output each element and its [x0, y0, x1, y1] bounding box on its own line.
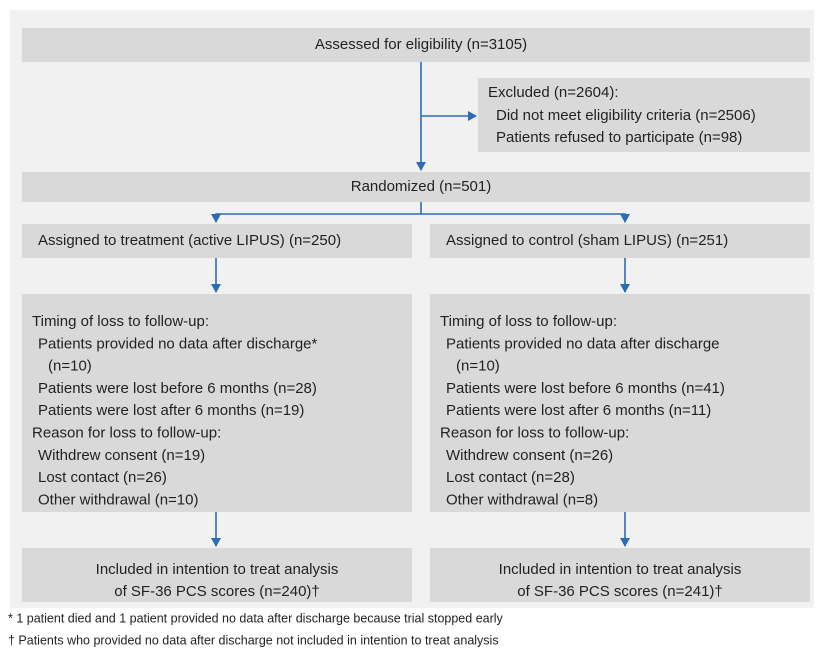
reason-title: Reason for loss to follow-up: — [440, 424, 629, 441]
timing-item: Patients were lost after 6 months (n=19) — [38, 402, 304, 419]
timing-title: Timing of loss to follow-up: — [440, 313, 617, 330]
footnote: * 1 patient died and 1 patient provided … — [8, 611, 504, 625]
included-box — [430, 548, 810, 602]
timing-item: (n=10) — [48, 358, 92, 375]
reason-item: Other withdrawal (n=8) — [446, 491, 598, 508]
reason-title: Reason for loss to follow-up: — [32, 424, 221, 441]
included-label: Included in intention to treat analysis — [96, 561, 339, 578]
assigned-label: Assigned to control (sham LIPUS) (n=251) — [446, 232, 728, 249]
footnote: † Patients who provided no data after di… — [8, 633, 499, 647]
included-label: Included in intention to treat analysis — [499, 561, 742, 578]
arrow — [421, 213, 630, 223]
timing-item: (n=10) — [456, 358, 500, 375]
timing-item: Patients were lost before 6 months (n=28… — [38, 380, 317, 397]
timing-title: Timing of loss to follow-up: — [32, 313, 209, 330]
assessed-label: Assessed for eligibility (n=3105) — [315, 36, 527, 53]
included-label: of SF-36 PCS scores (n=241)† — [517, 583, 723, 600]
excluded-title: Excluded (n=2604): — [488, 84, 619, 101]
reason-item: Lost contact (n=28) — [446, 469, 575, 486]
assigned-label: Assigned to treatment (active LIPUS) (n=… — [38, 232, 341, 249]
reason-item: Other withdrawal (n=10) — [38, 491, 199, 508]
timing-item: Patients provided no data after discharg… — [446, 335, 720, 352]
included-label: of SF-36 PCS scores (n=240)† — [114, 583, 320, 600]
reason-item: Withdrew consent (n=19) — [38, 447, 205, 464]
arrow — [211, 202, 422, 223]
loss-box — [22, 294, 412, 512]
assigned-box — [22, 224, 412, 258]
excluded-box — [478, 78, 810, 152]
timing-item: Patients provided no data after discharg… — [38, 335, 318, 352]
included-box — [22, 548, 412, 602]
timing-item: Patients were lost before 6 months (n=41… — [446, 380, 725, 397]
reason-item: Withdrew consent (n=26) — [446, 447, 613, 464]
excluded-item: Patients refused to participate (n=98) — [496, 129, 742, 146]
randomized-box — [22, 172, 810, 202]
assessed-box — [22, 28, 810, 62]
randomized-label: Randomized (n=501) — [351, 178, 492, 195]
reason-item: Lost contact (n=26) — [38, 469, 167, 486]
excluded-item: Did not meet eligibility criteria (n=250… — [496, 107, 756, 124]
assigned-box — [430, 224, 810, 258]
loss-box — [430, 294, 810, 512]
timing-item: Patients were lost after 6 months (n=11) — [446, 402, 711, 419]
